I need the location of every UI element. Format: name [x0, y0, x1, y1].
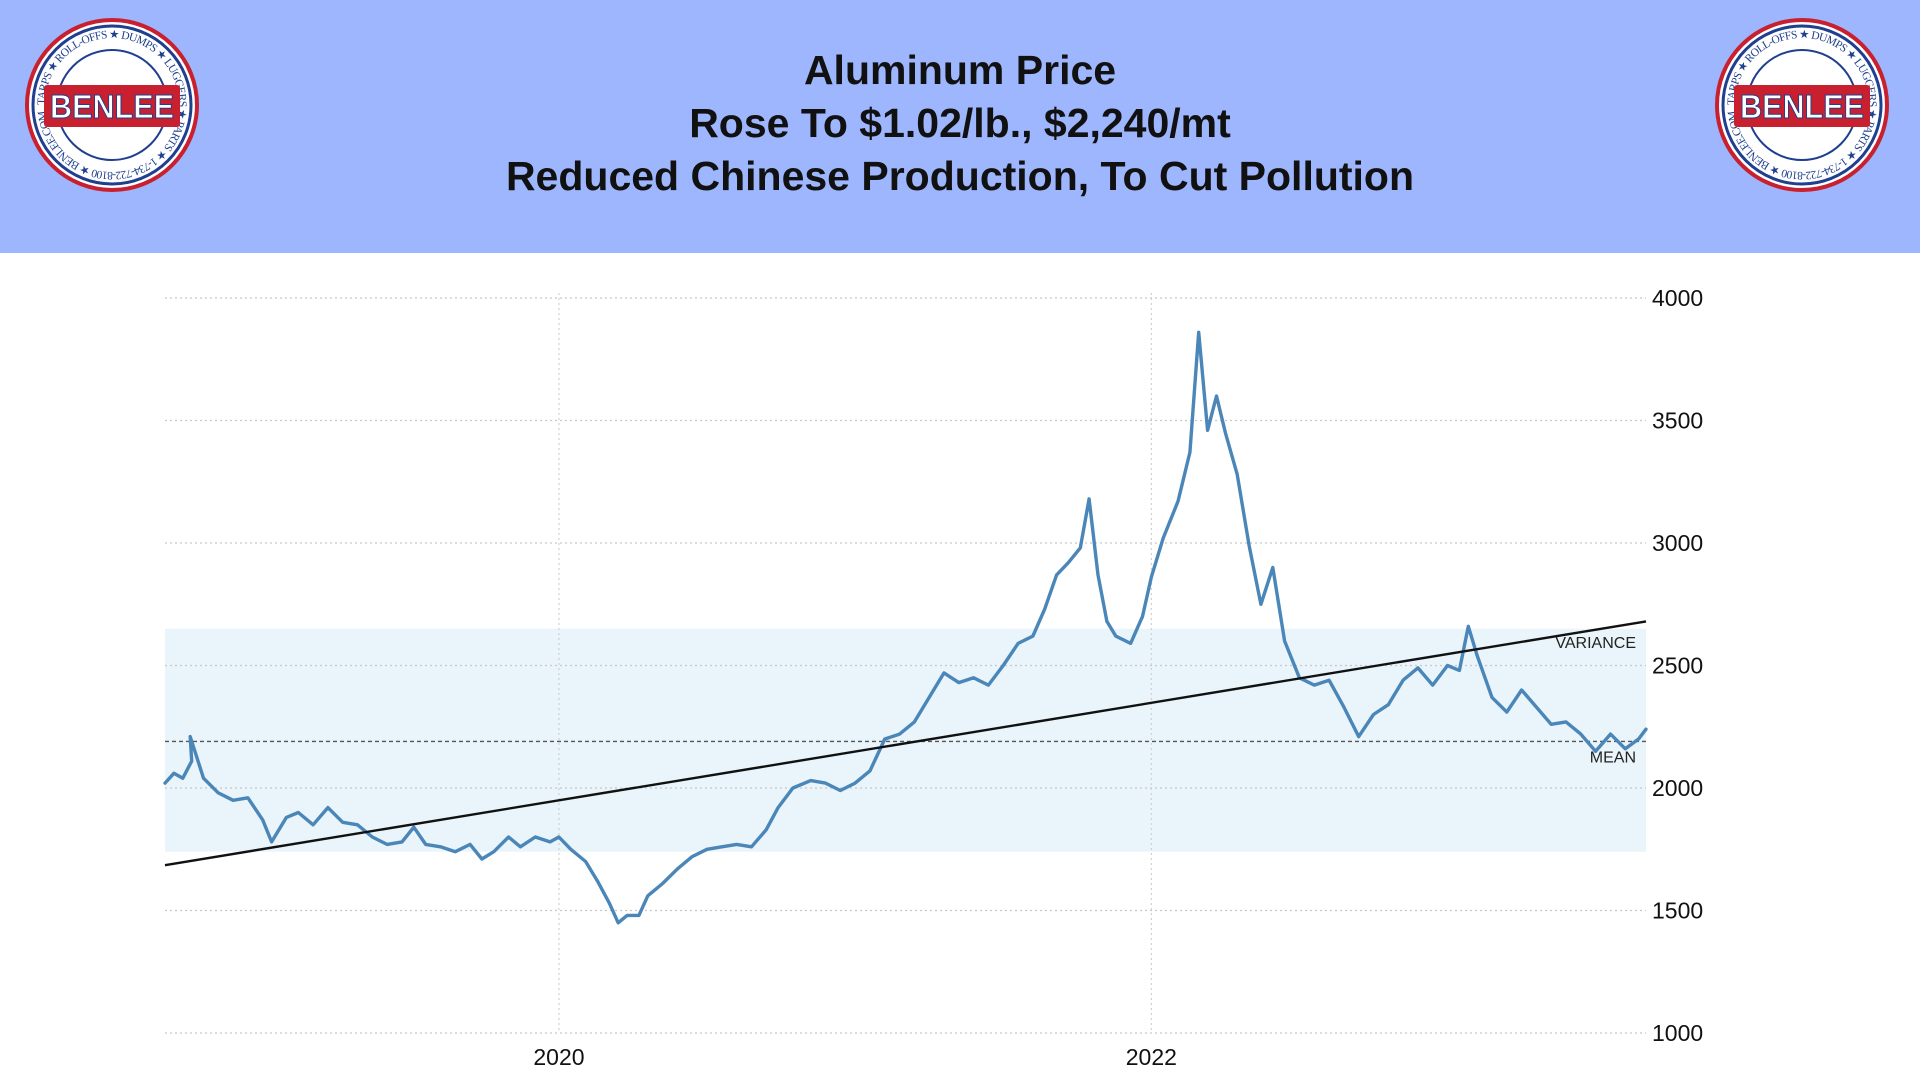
- logo-inner-ring: [1721, 24, 1883, 186]
- benlee-logo-right: TARPS ★ ROLL-OFFS ★ DUMPS ★ LUGGERS ★ PA…: [1715, 18, 1889, 192]
- variance-band: [165, 628, 1646, 852]
- logo-name-text: BENLEE: [1740, 88, 1864, 125]
- logo-inner-ring: [31, 24, 193, 186]
- price-chart: 1000 1500 2000 2500 3000 3500 4000 2020 2022 VARI…: [163, 285, 1703, 1070]
- title-line-2: Rose To $1.02/lb., $2,240/mt: [689, 100, 1231, 146]
- y-tick-label: 4000: [1652, 285, 1703, 311]
- logo-name-text: BENLEE: [50, 88, 174, 125]
- title-line-3: Reduced Chinese Production, To Cut Pollu…: [505, 153, 1415, 199]
- y-tick-label: 1000: [1652, 1020, 1703, 1046]
- variance-label: VARIANCE: [1555, 635, 1636, 652]
- chart-title: Aluminum Price Rose To $1.02/lb., $2,240…: [0, 44, 1920, 203]
- trend-line: [164, 620, 1647, 867]
- y-tick-label: 3500: [1652, 408, 1703, 434]
- logo-name-banner: [1734, 85, 1870, 127]
- price-series-line: [163, 330, 1648, 925]
- x-tick-label: 2022: [1126, 1044, 1177, 1070]
- y-tick-label: 3000: [1652, 530, 1703, 556]
- title-line-1: Aluminum Price: [803, 47, 1117, 93]
- y-tick-label: 2000: [1652, 775, 1703, 801]
- mean-label: MEAN: [1590, 749, 1636, 766]
- y-tick-label: 1500: [1652, 898, 1703, 924]
- benlee-logo-left: TARPS ★ ROLL-OFFS ★ DUMPS ★ LUGGERS ★ PA…: [25, 18, 199, 192]
- x-tick-label: 2020: [533, 1044, 584, 1070]
- y-tick-label: 2500: [1652, 653, 1703, 679]
- header-banner: TARPS ★ ROLL-OFFS ★ DUMPS ★ LUGGERS ★ PA…: [0, 0, 1920, 253]
- logo-name-banner: [44, 85, 180, 127]
